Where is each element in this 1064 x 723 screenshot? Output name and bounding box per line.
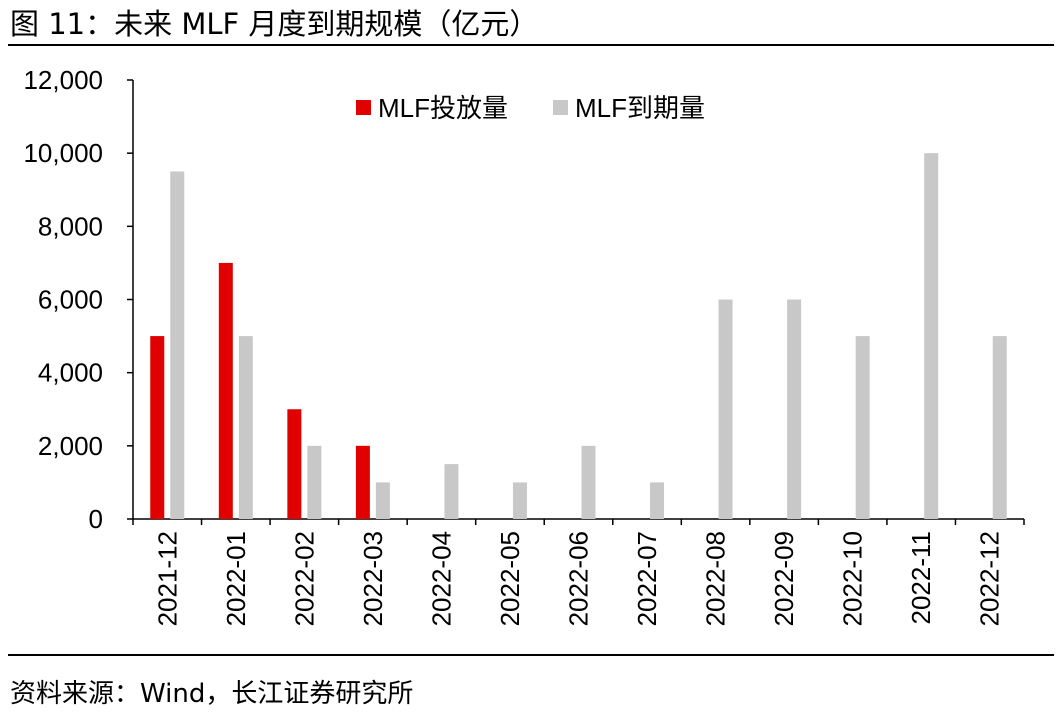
x-tick-label: 2022-04 [426, 531, 456, 626]
x-tick-label: 2022-03 [358, 531, 388, 626]
x-tick-label: 2022-01 [221, 531, 251, 626]
y-tick-label: 2,000 [38, 431, 103, 461]
bar-maturity [238, 336, 253, 519]
bar-maturity [581, 445, 596, 519]
x-tick-label: 2022-10 [838, 531, 868, 626]
top-rule [8, 44, 1054, 46]
bar-maturity [650, 482, 665, 519]
legend-swatch-issuance [356, 100, 371, 115]
bar-maturity [992, 336, 1007, 519]
bar-maturity [787, 299, 802, 519]
bar-maturity [444, 464, 459, 519]
source-note: 资料来源：Wind，长江证券研究所 [10, 679, 414, 709]
bar-maturity [924, 153, 939, 519]
bars [150, 153, 1007, 520]
y-tick-label: 12,000 [23, 65, 103, 95]
x-tick-label: 2022-06 [564, 531, 594, 626]
y-tick-label: 4,000 [38, 358, 103, 388]
x-tick-label: 2022-08 [701, 531, 731, 626]
bar-maturity [170, 171, 185, 520]
y-tick-label: 6,000 [38, 285, 103, 315]
bottom-rule [8, 654, 1054, 656]
x-tick-label: 2022-05 [495, 531, 525, 626]
figure-title: 图 11：未来 MLF 月度到期规模（亿元） [10, 7, 539, 41]
x-tick-label: 2022-02 [289, 531, 319, 626]
bar-issuance [218, 262, 233, 519]
legend-label-issuance: MLF投放量 [378, 93, 508, 123]
bar-issuance [355, 445, 370, 519]
bar-maturity [718, 299, 733, 519]
bar-maturity [307, 445, 322, 519]
bar-issuance [150, 336, 165, 519]
y-tick-label: 0 [89, 504, 103, 534]
bar-maturity [375, 482, 390, 519]
legend-swatch-maturity [553, 100, 568, 115]
x-tick-label: 2022-09 [769, 531, 799, 626]
y-tick-label: 10,000 [23, 138, 103, 168]
y-axis: 0 2,000 4,000 6,000 8,000 10,000 12,000 [23, 65, 134, 534]
x-tick-label: 2022-07 [632, 531, 662, 626]
x-tick-label: 2021-12 [152, 531, 182, 626]
bar-issuance [287, 409, 302, 519]
x-axis: 2021-12 2022-01 2022-02 2022-03 2022-04 2022-… [132, 518, 1025, 626]
legend: MLF投放量 MLF到期量 [356, 93, 705, 123]
y-tick-label: 8,000 [38, 211, 103, 241]
bar-maturity [512, 482, 527, 519]
legend-label-maturity: MLF到期量 [575, 93, 705, 123]
bar-maturity [855, 336, 870, 519]
x-tick-label: 2022-11 [906, 531, 936, 625]
x-tick-label: 2022-12 [975, 531, 1005, 626]
